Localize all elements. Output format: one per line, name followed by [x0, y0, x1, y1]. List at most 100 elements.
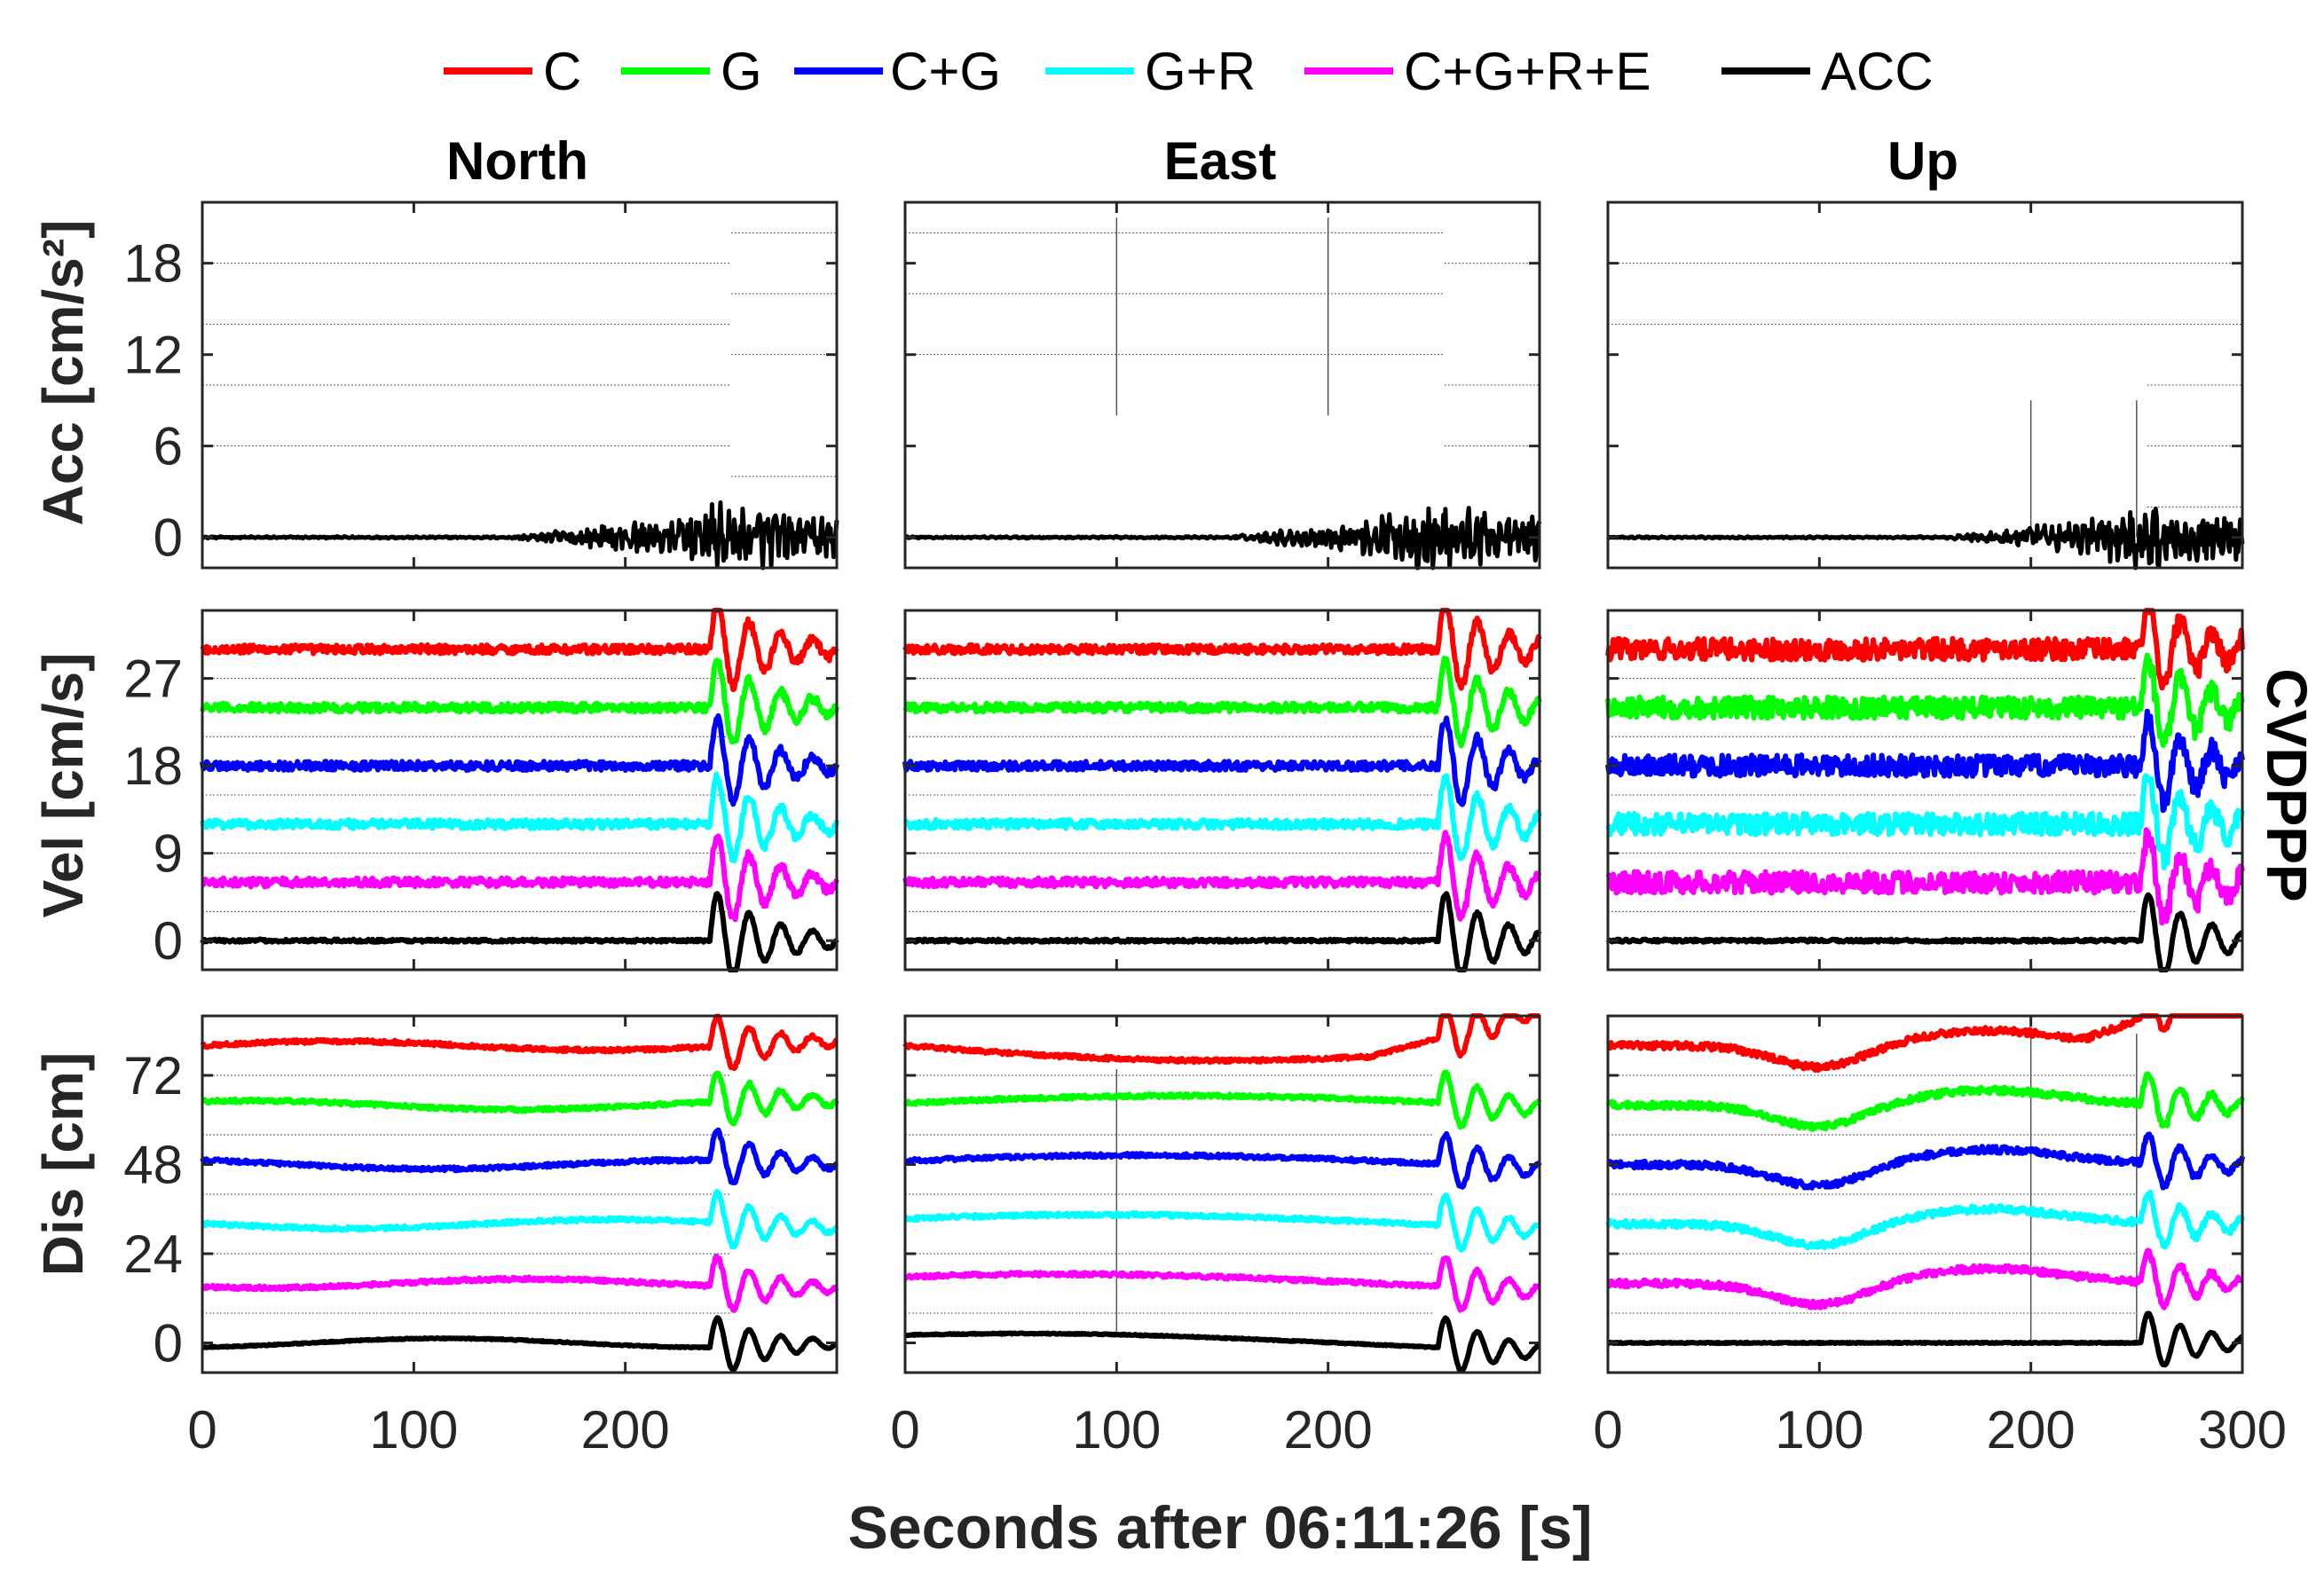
panel-dis-up: 0 100 200 300	[1593, 1013, 2287, 1460]
series-line-c-g	[200, 712, 839, 807]
x-tick-label: 200	[581, 1400, 670, 1460]
gridlines	[202, 232, 837, 477]
series-line-c	[902, 608, 1542, 691]
series-line-c-g-r-e	[903, 1255, 1542, 1313]
series-line-acc	[1606, 1310, 2244, 1368]
legend-entry-acc: ACC	[1721, 42, 1934, 101]
ylabel-vel: Vel [cm/s]	[31, 653, 95, 918]
series-line-c-g	[1606, 1131, 2245, 1191]
legend-entry-cg: C+G	[794, 42, 1001, 101]
legend-label-gr: G+R	[1145, 42, 1256, 101]
legend-label-cg: C+G	[890, 42, 1001, 101]
series-line-acc	[903, 506, 1542, 571]
x-tick-label: 100	[369, 1400, 458, 1460]
panel-acc-up	[1606, 201, 2245, 571]
legend-label-cgre: C+G+R+E	[1404, 42, 1650, 101]
series-line-g	[1605, 1071, 2245, 1132]
panel-dis-east: 0 100 200	[890, 1013, 1542, 1460]
series-line-c	[902, 1013, 1541, 1066]
x-tick-label: 200	[1284, 1400, 1373, 1460]
legend-label-c: C	[543, 42, 581, 101]
series-line-c-g-r-e	[1606, 1247, 2244, 1310]
legend-entry-gr: G+R	[1045, 42, 1256, 101]
series-line-g	[902, 655, 1542, 749]
panel-vel-north: 0 9 18 27	[123, 608, 839, 972]
legend-label-acc: ACC	[1821, 42, 1934, 101]
series-line-g	[902, 1069, 1542, 1130]
plot-area	[905, 202, 1540, 568]
series-line-c-g-r-e	[1605, 827, 2245, 926]
series-line-c	[1605, 608, 2245, 691]
series-line-c	[200, 608, 839, 693]
axes-frame	[903, 1014, 1541, 1374]
axes-frame	[903, 609, 1541, 972]
y-tick-label: 9	[154, 824, 183, 884]
series-line-c	[200, 1013, 839, 1072]
series-line-g-r	[200, 771, 839, 864]
y-tick-label: 24	[123, 1224, 183, 1284]
series-line-g	[1605, 652, 2245, 748]
series-line-g-r	[1605, 773, 2245, 871]
x-tick-label: 0	[187, 1400, 217, 1460]
column-title-north: North	[446, 131, 588, 191]
plot-area	[905, 610, 1540, 970]
axes-frame	[201, 201, 839, 570]
y-tick-label: 18	[123, 234, 183, 294]
axes-frame	[201, 609, 839, 972]
column-title-east: East	[1164, 131, 1277, 191]
series-line-g	[201, 1070, 839, 1127]
x-tick-label: 200	[1987, 1400, 2076, 1460]
legend-label-g: G	[721, 42, 762, 101]
axes-frame	[903, 201, 1541, 570]
y-tick-label: 0	[154, 911, 183, 971]
series-line-g-r	[1605, 1189, 2245, 1251]
series-line-acc	[903, 1315, 1541, 1373]
panels: 0 6 12 18 0 9 18 27 0 24 48 72 0 100 200 0 100 200 0 100 200…	[123, 201, 2287, 1460]
axes-frame	[201, 1014, 839, 1374]
plot-area	[1608, 610, 2242, 970]
column-title-up: Up	[1887, 131, 1958, 191]
ylabel-dis: Dis [cm]	[31, 1052, 95, 1277]
panel-dis-north: 0 24 48 72 0 100 200	[123, 1013, 839, 1460]
legend: C G C+G G+R C+G+R+E ACC	[444, 42, 1934, 101]
x-tick-label: 300	[2198, 1400, 2287, 1460]
legend-entry-cgre: C+G+R+E	[1304, 42, 1650, 101]
series-line-acc	[201, 500, 839, 571]
gridlines	[905, 217, 1540, 447]
y-tick-label: 18	[123, 736, 183, 796]
x-tick-label: 0	[890, 1400, 919, 1460]
series-line-acc	[1606, 507, 2245, 571]
side-label-cvdppp: CVDPPP	[2255, 668, 2319, 901]
x-tick-label: 100	[1072, 1400, 1161, 1460]
series-line-acc	[201, 1315, 839, 1373]
series-line-g-r	[903, 1192, 1541, 1253]
y-tick-label: 6	[154, 417, 183, 476]
series-line-c-g-r-e	[201, 833, 839, 923]
panel-acc-east	[903, 201, 1542, 571]
gridlines	[1608, 263, 2242, 538]
series-line-c-g-r-e	[902, 830, 1542, 922]
legend-entry-g: G	[621, 42, 762, 101]
panel-vel-east	[902, 608, 1542, 972]
x-tick-label: 100	[1775, 1400, 1863, 1460]
x-tick-label: 0	[1593, 1400, 1622, 1460]
series-line-c-g	[903, 1130, 1542, 1190]
y-tick-label: 48	[123, 1136, 183, 1195]
panel-acc-north: 0 6 12 18	[123, 201, 839, 571]
y-tick-label: 72	[123, 1046, 183, 1106]
y-tick-label: 12	[123, 326, 183, 385]
y-tick-label: 0	[154, 508, 183, 568]
series-line-acc	[1605, 892, 2244, 972]
series-line-c-g	[200, 1127, 839, 1185]
plot-area	[202, 610, 837, 970]
y-tick-label: 27	[123, 649, 183, 709]
series-line-g-r	[201, 1189, 839, 1250]
series-line-g	[200, 657, 839, 745]
series-line-c	[1606, 1013, 2244, 1074]
legend-entry-c: C	[444, 42, 581, 101]
series-line-c-g	[1605, 708, 2245, 814]
ylabel-acc: Acc [cm/s²]	[31, 220, 95, 526]
axes-frame	[1606, 201, 2244, 570]
axes-frame	[1606, 1014, 2244, 1374]
